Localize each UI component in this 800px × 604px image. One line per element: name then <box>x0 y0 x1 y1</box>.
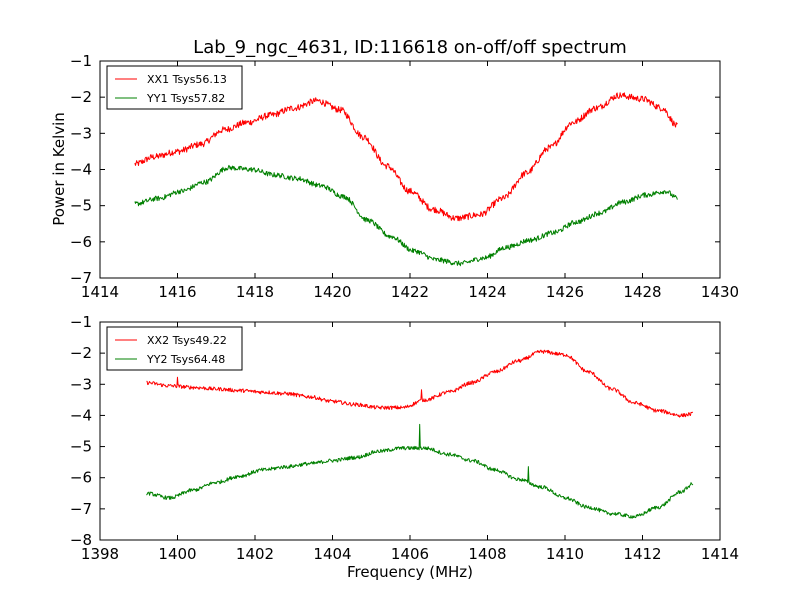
y-tick-label: −4 <box>70 161 92 179</box>
y-axis-title: Power in Kelvin <box>50 112 68 226</box>
x-tick-label: 1412 <box>623 545 661 563</box>
x-tick-label: 1428 <box>623 283 661 301</box>
legend-label: XX2 Tsys49.22 <box>147 334 227 347</box>
x-tick-label: 1408 <box>468 545 506 563</box>
legend-2: XX2 Tsys49.22 YY2 Tsys64.48 <box>106 326 243 371</box>
legend-box <box>106 326 243 371</box>
x-tick-label: 1406 <box>391 545 429 563</box>
x-tick-label: 1418 <box>236 283 274 301</box>
x-tick-label: 1420 <box>313 283 351 301</box>
y-tick-label: −5 <box>70 438 92 456</box>
y-tick-label: −3 <box>70 124 92 142</box>
x-tick-label: 1400 <box>158 545 196 563</box>
x-tick-label: 1414 <box>81 283 119 301</box>
y-tick-label: −5 <box>70 197 92 215</box>
legend-label: XX1 Tsys56.13 <box>147 73 227 86</box>
x-tick-label: 1414 <box>701 545 739 563</box>
legend-label: YY1 Tsys57.82 <box>146 92 225 105</box>
series-line-2-2 <box>146 423 694 519</box>
series-line-1-2 <box>134 164 678 267</box>
series-line-1-1 <box>134 92 678 222</box>
subplot-2: 1398 1400 1402 1404 1406 1408 1410 1412 1414 −1 −2… <box>70 313 739 563</box>
x-tick-label: 1404 <box>313 545 351 563</box>
x-tick-label: 1402 <box>236 545 274 563</box>
x-tick-label: 1430 <box>701 283 739 301</box>
y-tick-label: −7 <box>70 500 92 518</box>
y-tick-label: −7 <box>70 269 92 287</box>
legend-box <box>106 65 243 110</box>
y-tick-label: −1 <box>70 313 92 331</box>
plots: 1414 1416 1418 1420 1422 1424 1426 1428 1430 −1 −2… <box>70 52 739 563</box>
x-axis-title: Frequency (MHz) <box>347 563 473 581</box>
y-tick-label: −1 <box>70 52 92 70</box>
x-tick-label: 1410 <box>546 545 584 563</box>
figure-title: Lab_9_ngc_4631, ID:116618 on-off/off spe… <box>193 37 627 58</box>
series-line-2-1 <box>146 349 694 418</box>
subplot-1: 1414 1416 1418 1420 1422 1424 1426 1428 1430 −1 −2… <box>70 52 739 301</box>
y-tick-label: −6 <box>70 233 92 251</box>
x-tick-label: 1426 <box>546 283 584 301</box>
y-tick-label: −8 <box>70 531 92 549</box>
y-tick-label: −6 <box>70 469 92 487</box>
legend-label: YY2 Tsys64.48 <box>146 353 225 366</box>
y-tick-label: −2 <box>70 344 92 362</box>
x-tick-label: 1416 <box>158 283 196 301</box>
y-tick-label: −3 <box>70 375 92 393</box>
x-tick-label: 1398 <box>81 545 119 563</box>
x-tick-label: 1422 <box>391 283 429 301</box>
y-tick-label: −4 <box>70 406 92 424</box>
x-tick-label: 1424 <box>468 283 506 301</box>
y-tick-label: −2 <box>70 88 92 106</box>
legend-1: XX1 Tsys56.13 YY1 Tsys57.82 <box>106 65 243 110</box>
